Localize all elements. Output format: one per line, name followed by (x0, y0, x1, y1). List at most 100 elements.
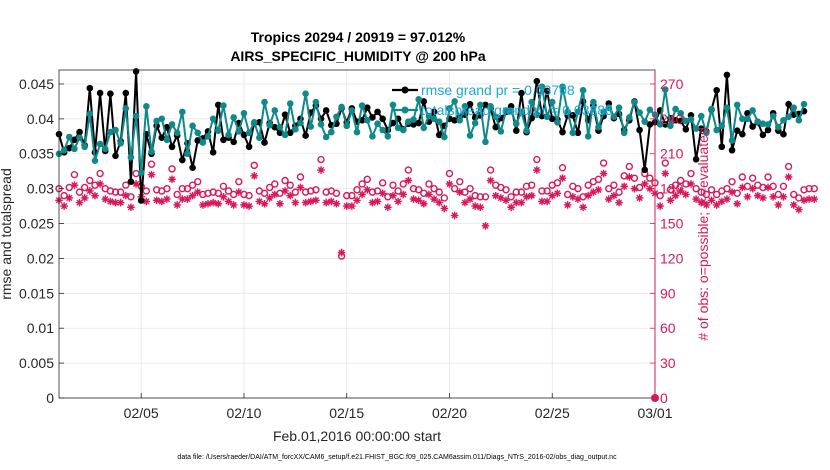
rmse-point (785, 100, 792, 108)
y-right-tick-label: 60 (660, 320, 676, 336)
rmse-point (286, 129, 294, 137)
legend-spread-marker (401, 106, 409, 114)
totalspread-point (76, 134, 83, 141)
totalspread-point (173, 129, 181, 137)
obs-possible-point (291, 188, 300, 196)
y-left-tick-label: 0.03 (27, 181, 54, 197)
totalspread-point (512, 120, 520, 128)
obs-evaluated-point (522, 192, 531, 201)
obs-evaluated-point (224, 197, 233, 206)
x-tick-label: 02/20 (432, 405, 467, 421)
rmse-point (548, 115, 556, 123)
obs-possible-point (728, 177, 736, 186)
obs-evaluated-point (656, 202, 664, 210)
totalspread-point (261, 98, 268, 106)
obs-possible-point (512, 188, 520, 196)
obs-evaluated-point (779, 192, 788, 201)
rmse-point (271, 123, 279, 131)
obs-possible-point (533, 155, 541, 164)
y-left-tick-label: 0.025 (19, 216, 54, 232)
totalspread-point (703, 129, 710, 137)
obs-evaluated-point (245, 202, 253, 210)
obs-possible-point (86, 176, 94, 185)
obs-evaluated-point (769, 192, 777, 201)
obs-evaluated-point (455, 188, 464, 196)
totalspread-point (328, 128, 335, 136)
totalspread-point (687, 116, 695, 123)
totalspread-point (785, 113, 792, 121)
y-axis-right-label: # of obs: o=possible; ∗=evaluated (695, 127, 711, 340)
obs-evaluated-point (728, 188, 736, 196)
obs-evaluated-point (795, 205, 803, 214)
x-axis-label: Feb.01,2016 00:00:00 start (273, 428, 441, 444)
totalspread-point (713, 126, 720, 134)
y-right-tick-label: 240 (660, 111, 684, 127)
totalspread-point (60, 146, 68, 154)
totalspread-point (631, 98, 638, 106)
obs-possible-point (348, 191, 356, 200)
obs-evaluated-point (615, 198, 623, 207)
totalspread-point (569, 129, 577, 137)
totalspread-point (322, 133, 330, 141)
obs-evaluated-point (240, 201, 248, 209)
obs-evaluated-point (132, 180, 140, 188)
legend-rmse-marker (401, 86, 409, 94)
totalspread-point (410, 116, 417, 123)
obs-possible-point (692, 184, 700, 193)
obs-evaluated-point (111, 198, 120, 207)
rmse-point (76, 128, 83, 136)
obs-evaluated-point (127, 203, 135, 212)
obs-evaluated-point (512, 198, 521, 207)
obs-evaluated-point (317, 166, 325, 174)
obs-evaluated-point (399, 190, 408, 199)
totalspread-point (163, 136, 171, 144)
obs-evaluated-point (430, 195, 438, 203)
obs-possible-point (507, 193, 515, 201)
rmse-point (492, 123, 500, 131)
totalspread-point (235, 128, 243, 135)
obs-evaluated-point (502, 196, 510, 205)
obs-evaluated-point (543, 197, 551, 206)
obs-evaluated-point (466, 195, 474, 203)
rmse-point (559, 128, 566, 136)
obs-evaluated-point (116, 198, 125, 207)
totalspread-point (697, 112, 705, 120)
totalspread-point (518, 108, 525, 116)
obs-evaluated-point (538, 197, 546, 206)
totalspread-point (384, 132, 392, 140)
rmse-point (672, 116, 679, 124)
obs-evaluated-point (635, 194, 644, 202)
totalspread-point (672, 105, 679, 113)
obs-evaluated-point (121, 191, 130, 200)
rmse-point (512, 127, 520, 135)
obs-possible-point (286, 181, 294, 189)
totalspread-point (302, 90, 309, 98)
totalspread-point (584, 132, 592, 140)
totalspread-point (615, 104, 623, 111)
obs-possible-point (784, 162, 793, 171)
totalspread-point (708, 105, 715, 113)
totalspread-point (143, 102, 150, 110)
rmse-point (739, 130, 746, 138)
y-axis-left: 0 0.005 0.01 0.015 0.02 0.025 0.03 0.035 0.04 0.0… (19, 76, 64, 406)
totalspread-point (661, 86, 669, 93)
totalspread-point (769, 112, 777, 120)
obs-possible-point (476, 193, 485, 201)
obs-possible-point (178, 184, 187, 193)
totalspread-point (245, 129, 253, 137)
totalspread-point (590, 98, 597, 106)
obs-evaluated-point (173, 201, 181, 209)
totalspread-point (800, 100, 808, 108)
rmse-point (569, 112, 577, 119)
totalspread-point (605, 104, 613, 111)
totalspread-point (240, 109, 248, 117)
rmse-point (322, 107, 330, 114)
y-left-tick-label: 0.005 (19, 355, 54, 371)
totalspread-point (348, 107, 356, 114)
y-left-tick-label: 0.02 (27, 250, 54, 266)
obs-possible-point (394, 187, 402, 195)
totalspread-point (441, 133, 448, 141)
obs-evaluated-point (717, 197, 726, 206)
totalspread-point (81, 143, 88, 151)
x-tick-label: 02/05 (124, 405, 159, 421)
